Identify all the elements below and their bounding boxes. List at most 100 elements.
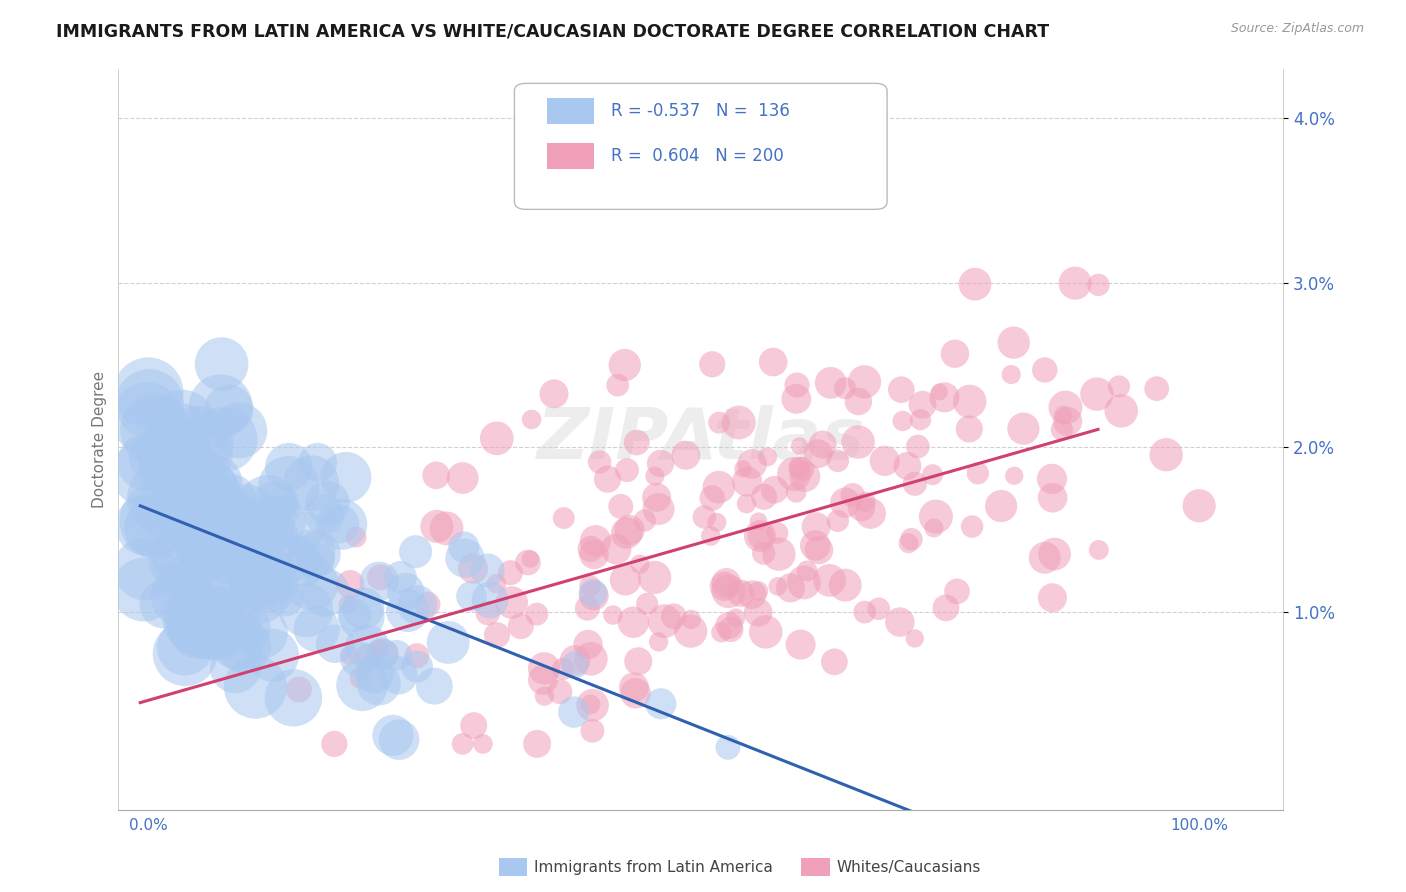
Point <box>741 457 763 471</box>
Point <box>713 579 735 593</box>
Point <box>766 579 789 593</box>
Point <box>307 455 329 469</box>
Point <box>841 488 863 502</box>
Point <box>436 521 458 535</box>
Point <box>928 384 950 399</box>
Point <box>307 547 329 561</box>
Point <box>811 438 834 452</box>
Point <box>172 589 194 603</box>
Point <box>793 575 815 590</box>
Point <box>644 469 666 483</box>
Point <box>330 517 353 532</box>
Point <box>385 648 408 663</box>
Point <box>205 479 228 493</box>
Point <box>851 500 873 515</box>
Point <box>576 601 599 615</box>
Point <box>576 638 599 652</box>
Point <box>226 637 249 651</box>
Point <box>499 566 522 580</box>
Point <box>363 667 385 681</box>
Point <box>134 518 156 533</box>
Point <box>959 394 981 409</box>
Point <box>636 597 658 611</box>
Point <box>197 615 219 630</box>
Point <box>749 529 772 543</box>
Point <box>425 468 447 483</box>
Point <box>634 513 657 527</box>
Point <box>588 455 610 469</box>
Point <box>135 455 157 469</box>
Point <box>292 559 315 574</box>
Point <box>262 648 284 663</box>
Point <box>717 740 740 755</box>
Point <box>406 598 429 612</box>
Point <box>900 532 922 546</box>
Point <box>501 595 523 609</box>
Point <box>675 448 697 462</box>
Point <box>582 547 605 561</box>
Point <box>735 497 758 511</box>
Point <box>693 510 716 524</box>
Point <box>1108 379 1130 393</box>
Point <box>1188 499 1211 513</box>
Point <box>907 440 929 454</box>
Point <box>186 447 208 461</box>
Point <box>662 609 685 624</box>
Point <box>423 679 446 693</box>
Point <box>145 424 167 438</box>
Point <box>717 618 740 632</box>
Point <box>231 519 253 533</box>
Point <box>207 498 229 512</box>
Point <box>233 639 256 653</box>
Point <box>172 551 194 566</box>
Point <box>846 435 869 450</box>
Point <box>394 584 416 599</box>
Point <box>609 500 631 514</box>
Point <box>257 514 280 528</box>
Point <box>1033 363 1056 377</box>
Point <box>596 472 619 486</box>
Point <box>352 601 374 615</box>
Point <box>766 525 789 540</box>
Point <box>155 491 177 506</box>
Point <box>553 662 575 676</box>
Point <box>735 475 758 489</box>
Point <box>818 574 841 588</box>
Point <box>323 737 346 751</box>
Text: 100.0%: 100.0% <box>1171 818 1229 833</box>
Point <box>264 541 287 555</box>
Point <box>461 561 484 575</box>
Point <box>519 552 541 566</box>
Point <box>613 358 636 372</box>
Point <box>921 467 943 482</box>
Point <box>650 697 672 711</box>
Point <box>224 616 246 631</box>
Point <box>935 600 957 615</box>
Point <box>284 551 307 566</box>
Point <box>283 690 305 705</box>
Point <box>619 523 641 537</box>
Point <box>190 614 212 628</box>
Point <box>741 588 763 602</box>
Point <box>904 632 927 646</box>
Point <box>1056 415 1078 429</box>
Point <box>187 611 209 625</box>
Point <box>454 551 477 566</box>
Point <box>647 502 669 516</box>
Point <box>453 540 475 554</box>
Point <box>520 412 543 426</box>
Point <box>388 732 411 747</box>
Point <box>460 589 482 603</box>
Text: Source: ZipAtlas.com: Source: ZipAtlas.com <box>1230 22 1364 36</box>
Point <box>616 526 638 541</box>
Point <box>406 659 429 673</box>
Point <box>749 529 772 543</box>
Point <box>897 536 920 550</box>
Text: IMMIGRANTS FROM LATIN AMERICA VS WHITE/CAUCASIAN DOCTORATE DEGREE CORRELATION CH: IMMIGRANTS FROM LATIN AMERICA VS WHITE/C… <box>56 22 1049 40</box>
Point <box>257 532 280 546</box>
Point <box>245 680 267 694</box>
Point <box>174 647 197 661</box>
Point <box>925 509 948 524</box>
Point <box>747 514 769 528</box>
Point <box>262 521 284 535</box>
